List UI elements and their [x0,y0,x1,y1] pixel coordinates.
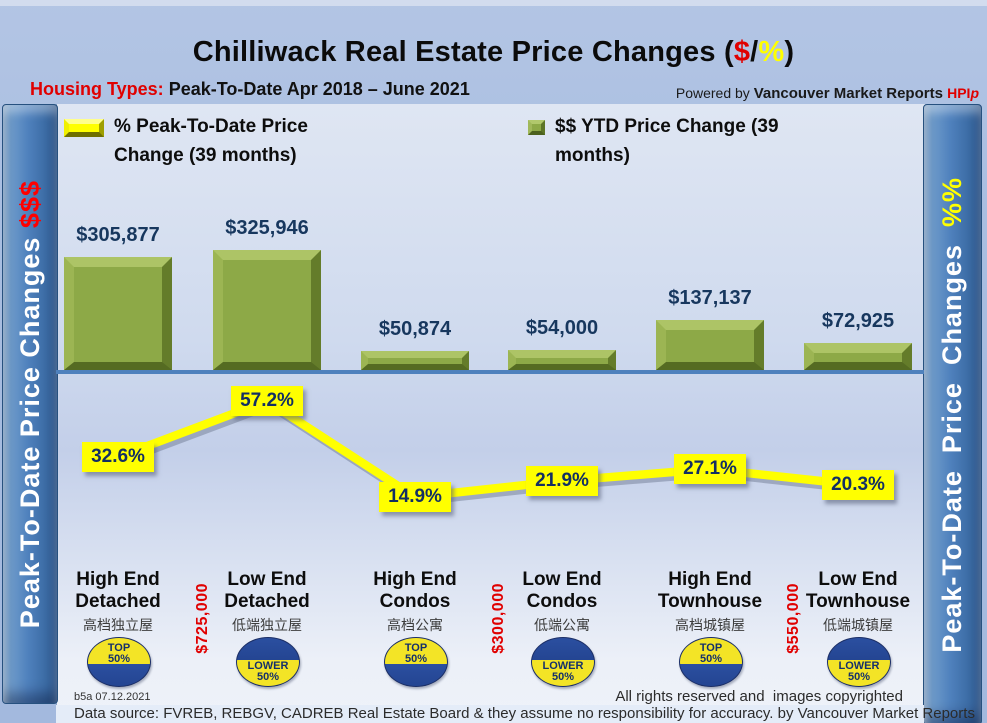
top-sheen-strip [0,0,987,6]
bar-3 [508,350,616,370]
category-line1: Low End [818,569,898,590]
powered-by-text: Powered by [675,85,754,101]
title-percent-accent: % [758,36,785,68]
category-line2: Condos [526,591,598,612]
lower-50-badge: LOWER 50% [531,637,595,687]
category-line1: High End [373,569,457,590]
bar-2 [361,351,469,370]
legend-dollar-label: $$ YTD Price Change (39 months) [555,116,779,166]
left-vertical-banner: Peak-To-Date Price Changes $$$ [2,104,58,704]
category-label-4: High End Townhouse 高档城镇屋 [635,569,785,635]
top-50-badge: TOP 50% [384,637,448,687]
right-banner-percent-accent: %% [937,176,967,227]
lower-50-badge: LOWER 50% [827,637,891,687]
percent-label: 57.2% [231,386,303,416]
version-date-stamp: b5a 07.12.2021 [74,691,151,703]
category-chinese-label: 高档独立屋 [83,617,153,633]
hpi-label: HPI [947,85,971,101]
bar-1 [213,250,321,370]
category-chinese-label: 低端公寓 [534,617,590,633]
page-title: Chilliwack Real Estate Price Changes ($/… [0,36,987,69]
right-vertical-banner: Peak-To-Date Price Changes %% [923,104,982,723]
top-50-badge: TOP 50% [679,637,743,687]
category-line2: Townhouse [657,591,763,612]
legend-percent-label: % Peak-To-Date Price Change (39 months) [114,116,308,166]
lower-50-badge: LOWER 50% [236,637,300,687]
category-chinese-label: 高档公寓 [387,617,443,633]
category-chinese-label: 高档城镇屋 [675,617,745,633]
category-label-0: High End Detached 高档独立屋 [43,569,193,635]
category-label-5: Low End Townhouse 低端城镇屋 [783,569,933,635]
badge-text: LOWER 50% [838,660,880,683]
percent-trend-line [116,396,862,506]
left-banner-dollar-accent: $$$ [14,179,45,228]
rights-notice: All rights reserved and images copyright… [615,688,903,705]
category-chinese-label: 低端独立屋 [232,617,302,633]
badge-text: TOP 50% [404,642,428,665]
title-text: Chilliwack Real Estate Price Changes ( [192,36,734,68]
category-label-1: Low End Detached 低端独立屋 [192,569,342,635]
bar-value-label: $305,877 [76,224,160,246]
percent-label: 32.6% [82,442,154,472]
subtitle-range: Peak-To-Date Apr 2018 – June 2021 [163,79,470,99]
percent-label: 20.3% [822,470,894,500]
plot-area: $305,877 $325,946 $50,874 $54,000 $137,137 $7… [56,104,924,723]
brand-name: Vancouver Market Reports [753,85,948,102]
hpi-suffix: p [970,85,979,101]
category-line2: Detached [75,591,161,612]
axis-baseline [56,370,924,374]
category-chinese-label: 低端城镇屋 [823,617,893,633]
badge-text: LOWER 50% [542,660,584,683]
data-source-line: Data source: FVREB, REBGV, CADREB Real E… [56,705,975,723]
bar-4 [656,320,764,370]
percent-label: 21.9% [526,466,598,496]
housing-types-label: Housing Types: [30,79,164,99]
subtitle: Housing Types: Peak-To-Date Apr 2018 – J… [30,79,470,100]
badge-text: TOP 50% [107,642,131,665]
powered-by-line: Powered by Vancouver Market Reports HPIp [676,85,979,102]
category-label-3: Low End Condos 低端公寓 [487,569,637,635]
chart-panel [56,104,925,723]
category-line2: Townhouse [805,591,911,612]
percent-label: 27.1% [674,454,746,484]
left-banner-text: Peak-To-Date Price Changes $$$ [14,179,45,629]
legend-dollar-series: $$ YTD Price Change (39 months) [528,112,908,170]
category-line1: High End [668,569,752,590]
yellow-legend-swatch-icon [64,119,104,137]
percent-label: 14.9% [379,482,451,512]
trend-line-yellow [116,396,859,502]
category-line2: Condos [379,591,451,612]
bar-5 [804,343,912,370]
category-line1: Low End [227,569,307,590]
title-dollar-accent: $ [733,36,751,68]
badge-text: TOP 50% [699,642,723,665]
category-line1: High End [76,569,160,590]
right-banner-text: Peak-To-Date Price Changes %% [937,176,967,653]
title-close-paren: ) [784,36,795,68]
top-50-badge: TOP 50% [87,637,151,687]
bar-value-label: $137,137 [668,287,752,309]
bar-value-label: $325,946 [225,217,309,239]
legend-percent-series: % Peak-To-Date Price Change (39 months) [64,112,354,170]
category-label-2: High End Condos 高档公寓 [340,569,490,635]
badge-text: LOWER 50% [247,660,289,683]
category-line1: Low End [522,569,602,590]
green-legend-swatch-icon [528,120,545,135]
bar-value-label: $54,000 [525,317,599,339]
title-slash: / [750,36,759,68]
bar-0 [64,257,172,370]
bar-value-label: $50,874 [378,318,452,340]
category-line2: Detached [224,591,310,612]
bar-value-label: $72,925 [821,310,895,332]
